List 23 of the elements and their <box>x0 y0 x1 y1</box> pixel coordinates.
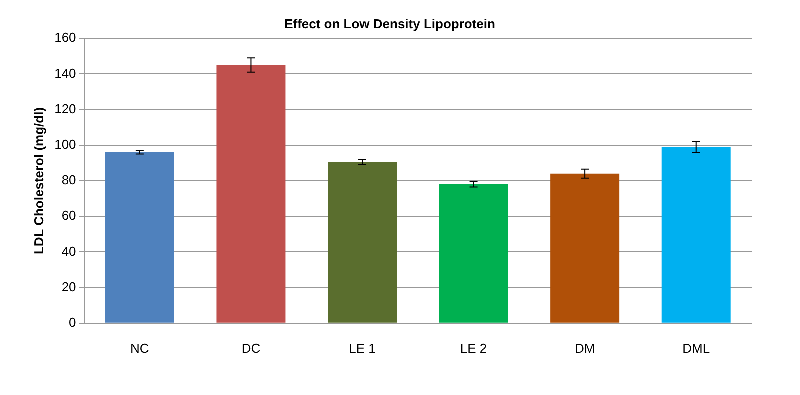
y-tick-label: 0 <box>69 314 76 330</box>
x-tick-label: DC <box>242 340 261 356</box>
y-tick-label: 60 <box>62 208 76 224</box>
y-tick-label: 100 <box>54 136 76 152</box>
y-axis-title: LDL Cholesterol (mg/dl) <box>31 107 46 255</box>
x-tick-label: DML <box>682 340 710 356</box>
x-tick-label: DM <box>574 340 596 356</box>
chart-title: Effect on Low Density Lipoprotein <box>284 16 496 32</box>
y-tick-label: 80 <box>62 172 76 188</box>
y-tick-label: 40 <box>62 244 76 259</box>
x-tick-label: LE 2 <box>460 340 488 356</box>
bar <box>216 65 286 323</box>
y-tick-label: 160 <box>54 30 76 46</box>
y-tick-label: 120 <box>54 101 76 116</box>
x-tick-label: LE 1 <box>349 340 376 356</box>
bar <box>550 174 620 323</box>
bar <box>662 147 731 323</box>
bar <box>439 184 508 323</box>
bar <box>105 152 174 323</box>
x-tick-label: NC <box>130 340 150 356</box>
bar <box>328 162 397 323</box>
y-tick-label: 20 <box>62 279 76 294</box>
y-tick-label: 140 <box>54 66 76 81</box>
